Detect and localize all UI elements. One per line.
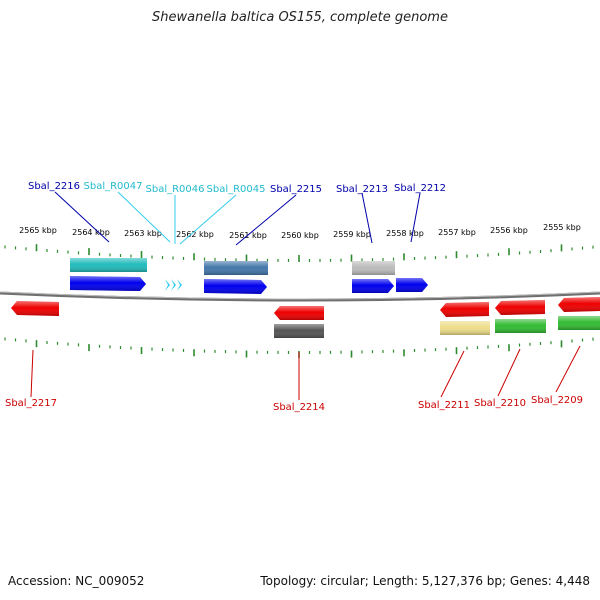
feature-box-sbal-2211[interactable] [440, 321, 490, 335]
forward-gene-arrows [70, 276, 428, 294]
scale-label: 2564 kbp [72, 228, 110, 237]
leader-line [555, 345, 581, 393]
gene-label-sbal-2212[interactable]: Sbal_2212 [394, 183, 446, 194]
scale-ticks-bottom [4, 337, 594, 358]
leader-line [235, 194, 297, 246]
leader-line [497, 348, 521, 397]
map-title: Shewanella baltica OS155, complete genom… [152, 10, 448, 25]
leader-line [410, 192, 421, 243]
gene-arrow-sbal-2212[interactable] [396, 278, 428, 292]
feature-box-sbal-2209[interactable] [558, 316, 600, 330]
reverse-gene-arrows [11, 297, 600, 320]
gene-arrow-sbal-2215[interactable] [204, 279, 267, 294]
rna-arrows-sbal-r0047-r0045[interactable] [165, 279, 182, 291]
gene-label-sbal-2211[interactable]: Sbal_2211 [418, 400, 470, 411]
gene-label-sbal-2216[interactable]: Sbal_2216 [28, 181, 80, 192]
scale-label: 2560 kbp [281, 231, 319, 240]
forward-leader-lines [54, 191, 421, 246]
accession-text: Accession: NC_009052 [8, 574, 145, 588]
leader-line [440, 350, 465, 398]
scale-label: 2555 kbp [543, 223, 581, 232]
scale-label: 2557 kbp [438, 228, 476, 237]
leader-line [361, 192, 373, 244]
gene-arrow-sbal-2210[interactable] [495, 300, 545, 315]
feature-boxes [70, 258, 600, 338]
feature-box-sbal-2215[interactable] [204, 261, 268, 275]
gene-arrow-sbal-2214[interactable] [274, 306, 324, 320]
leader-line [179, 194, 237, 245]
gene-arrow-sbal-2209[interactable] [558, 297, 600, 312]
leader-line [117, 191, 171, 243]
gene-arrow-sbal-2217[interactable] [11, 301, 59, 316]
reverse-leader-lines [30, 345, 581, 400]
scale-label: 2562 kbp [176, 230, 214, 239]
leader-line [54, 191, 110, 243]
feature-box-sbal-2210[interactable] [495, 319, 546, 333]
gene-arrow-sbal-2213[interactable] [352, 279, 394, 293]
feature-box-sbal-2214[interactable] [274, 324, 324, 338]
gene-label-sbal-2213[interactable]: Sbal_2213 [336, 184, 388, 195]
gene-label-sbal-2217[interactable]: Sbal_2217 [5, 398, 57, 409]
forward-gene-labels: Sbal_2216 Sbal_R0047 Sbal_R0046 Sbal_R00… [28, 181, 446, 195]
scale-label: 2558 kbp [386, 229, 424, 238]
gene-arrow-sbal-2211[interactable] [440, 302, 489, 317]
scale-label: 2559 kbp [333, 230, 371, 239]
gene-arrow-sbal-2216[interactable] [70, 276, 146, 291]
gene-label-sbal-2215[interactable]: Sbal_2215 [270, 184, 322, 195]
feature-box-sbal-2213[interactable] [352, 261, 395, 275]
scale-label: 2556 kbp [490, 226, 528, 235]
reverse-gene-labels: Sbal_2217 Sbal_2214 Sbal_2211 Sbal_2210 … [5, 395, 583, 413]
scale-ticks-top [4, 244, 594, 262]
genome-stats-text: Topology: circular; Length: 5,127,376 bp… [260, 574, 590, 588]
gene-label-sbal-2209[interactable]: Sbal_2209 [531, 395, 583, 406]
gene-label-sbal-r0046[interactable]: Sbal_R0046 [146, 184, 205, 195]
gene-label-sbal-r0047[interactable]: Sbal_R0047 [84, 181, 143, 192]
leader-line [30, 349, 34, 398]
gene-label-sbal-2210[interactable]: Sbal_2210 [474, 398, 526, 409]
feature-box-sbal-2216[interactable] [70, 258, 147, 272]
gene-label-sbal-r0045[interactable]: Sbal_R0045 [207, 184, 266, 195]
gene-label-sbal-2214[interactable]: Sbal_2214 [273, 402, 325, 413]
genome-backbone-highlight [0, 291, 600, 300]
scale-label: 2563 kbp [124, 229, 162, 238]
scale-label: 2565 kbp [19, 226, 57, 235]
genome-backbone [0, 291, 600, 302]
